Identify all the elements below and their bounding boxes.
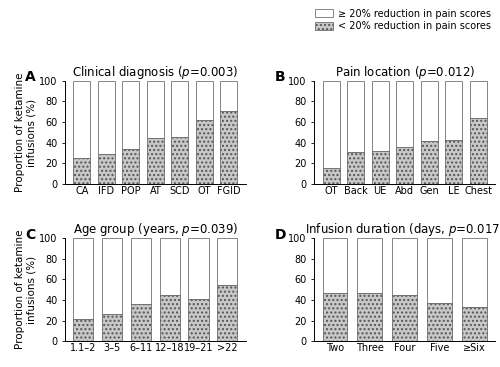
Bar bbox=[358, 293, 382, 341]
Bar bbox=[188, 299, 208, 341]
Bar bbox=[392, 238, 417, 295]
Bar bbox=[462, 238, 487, 307]
Bar bbox=[73, 319, 94, 341]
Bar bbox=[445, 140, 462, 184]
Bar bbox=[196, 120, 213, 184]
Bar bbox=[218, 238, 238, 286]
Title: Clinical diagnosis ($\mathit{p}$=0.003): Clinical diagnosis ($\mathit{p}$=0.003) bbox=[72, 64, 238, 81]
Title: Pain location ($\mathit{p}$=0.012): Pain location ($\mathit{p}$=0.012) bbox=[334, 64, 475, 81]
Bar bbox=[131, 304, 151, 341]
Bar bbox=[396, 81, 413, 147]
Bar bbox=[98, 81, 115, 154]
Title: Age group (years, $\mathit{p}$=0.039): Age group (years, $\mathit{p}$=0.039) bbox=[72, 221, 238, 238]
Bar bbox=[220, 81, 238, 111]
Bar bbox=[428, 303, 452, 341]
Bar bbox=[218, 286, 238, 341]
Bar bbox=[98, 154, 115, 184]
Bar bbox=[73, 158, 90, 184]
Bar bbox=[160, 238, 180, 295]
Bar bbox=[445, 81, 462, 140]
Bar bbox=[420, 81, 438, 141]
Bar bbox=[73, 238, 94, 319]
Y-axis label: Proportion of ketamine
infusions (%): Proportion of ketamine infusions (%) bbox=[14, 73, 36, 192]
Bar bbox=[322, 168, 340, 184]
Bar bbox=[122, 149, 140, 184]
Bar bbox=[372, 151, 388, 184]
Bar bbox=[372, 81, 388, 151]
Bar bbox=[160, 295, 180, 341]
Text: A: A bbox=[26, 70, 36, 84]
Y-axis label: Proportion of ketamine
infusions (%): Proportion of ketamine infusions (%) bbox=[14, 230, 36, 349]
Bar bbox=[428, 238, 452, 303]
Bar bbox=[102, 238, 122, 315]
Legend: ≥ 20% reduction in pain scores, < 20% reduction in pain scores: ≥ 20% reduction in pain scores, < 20% re… bbox=[314, 7, 492, 33]
Bar bbox=[73, 81, 90, 158]
Title: Infusion duration (days, $\mathit{p}$=0.017): Infusion duration (days, $\mathit{p}$=0.… bbox=[305, 221, 500, 238]
Bar bbox=[147, 81, 164, 138]
Text: C: C bbox=[26, 228, 36, 241]
Bar bbox=[322, 81, 340, 168]
Bar bbox=[196, 81, 213, 120]
Bar bbox=[122, 81, 140, 149]
Bar bbox=[347, 81, 364, 152]
Bar bbox=[396, 147, 413, 184]
Bar bbox=[420, 141, 438, 184]
Bar bbox=[470, 118, 487, 184]
Bar bbox=[462, 307, 487, 341]
Bar bbox=[147, 138, 164, 184]
Bar bbox=[322, 238, 347, 293]
Bar bbox=[347, 152, 364, 184]
Bar bbox=[220, 111, 238, 184]
Bar bbox=[102, 315, 122, 341]
Bar bbox=[172, 137, 188, 184]
Bar bbox=[322, 293, 347, 341]
Bar bbox=[131, 238, 151, 304]
Bar bbox=[188, 238, 208, 299]
Bar bbox=[172, 81, 188, 137]
Text: D: D bbox=[274, 228, 286, 241]
Bar bbox=[392, 295, 417, 341]
Bar bbox=[470, 81, 487, 118]
Text: B: B bbox=[274, 70, 285, 84]
Bar bbox=[358, 238, 382, 293]
